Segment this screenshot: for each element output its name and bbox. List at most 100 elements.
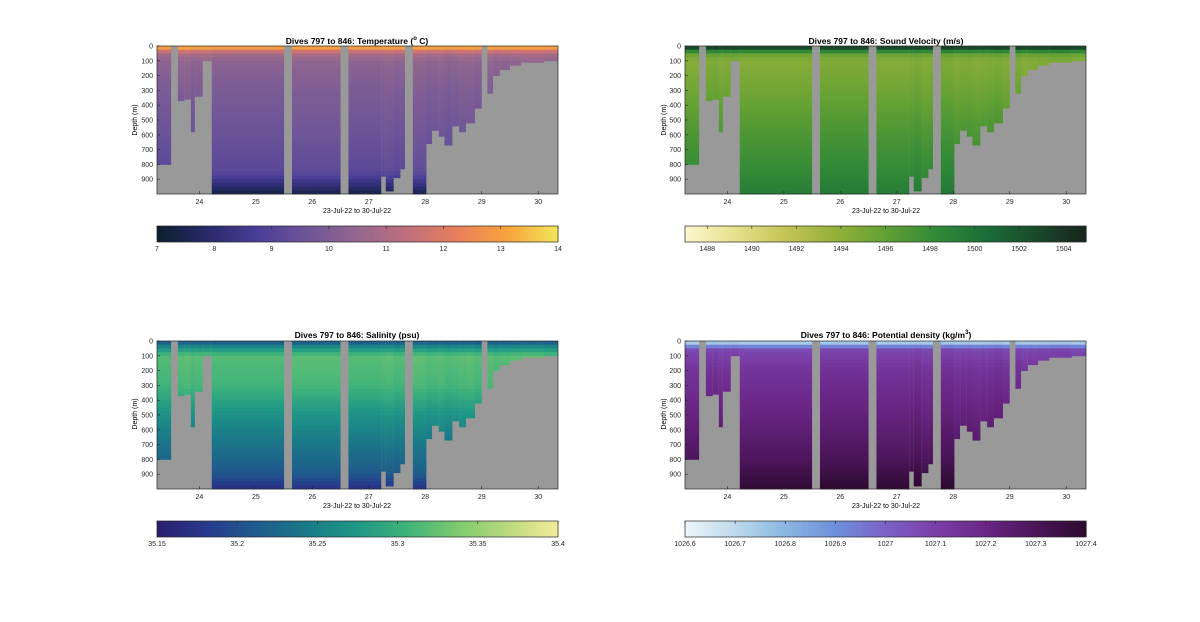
potential-density-heatmap-cell [987, 381, 994, 386]
potential-density-heatmap-cell [928, 370, 933, 375]
temperature-heatmap-cell [393, 75, 401, 80]
potential-density-heatmap-cell [1002, 366, 1010, 371]
temperature-heatmap-cell [157, 79, 172, 84]
salinity-heatmap-cell [381, 341, 386, 346]
sound-velocity-colorbar-segment [718, 226, 723, 242]
potential-density-ytick-label: 200 [669, 368, 681, 375]
salinity-colorbar-segment [431, 521, 435, 537]
salinity-colorbar-segment [464, 521, 469, 537]
salinity-heatmap-cell [184, 385, 191, 390]
salinity-heatmap-cell [194, 378, 203, 383]
sound-velocity-heatmap-cell [960, 97, 967, 102]
temperature-heatmap-cell [348, 149, 382, 154]
potential-density-heatmap-cell [913, 429, 922, 434]
temperature-heatmap-cell [291, 145, 341, 150]
temperature-heatmap-column [452, 46, 460, 127]
temperature-heatmap-cell [474, 79, 482, 84]
potential-density-heatmap-cell [987, 418, 994, 423]
potential-density-heatmap-cell [685, 355, 700, 360]
sound-velocity-heatmap-cell [921, 116, 929, 121]
potential-density-heatmap-column [1049, 341, 1072, 358]
salinity-colorbar-segment [477, 521, 482, 537]
salinity-heatmap-column [412, 341, 427, 490]
salinity-heatmap-cell [211, 440, 285, 445]
salinity-heatmap-cell [400, 366, 405, 371]
temperature-heatmap-cell [426, 101, 433, 106]
sound-velocity-heatmap-column [730, 46, 740, 62]
potential-density-heatmap-cell [739, 466, 813, 471]
potential-density-heatmap-cell [993, 344, 1003, 349]
temperature-heatmap-cell [452, 94, 460, 99]
temperature-heatmap-cell [432, 60, 439, 65]
sound-velocity-heatmap-cell [1002, 46, 1010, 51]
temperature-ytick-label: 400 [141, 103, 153, 110]
salinity-heatmap-cell [444, 385, 453, 390]
temperature-heatmap-cell [444, 53, 453, 58]
sound-velocity-heatmap-cell [876, 131, 910, 136]
sound-velocity-colorbar-segment [905, 226, 910, 242]
potential-density-heatmap-cell [987, 348, 994, 353]
salinity-heatmap-cell [432, 370, 439, 375]
potential-density-colorbar-tick-label: 1026.6 [674, 541, 696, 548]
sound-velocity-heatmap-cell [913, 134, 922, 139]
temperature-heatmap-cell [385, 83, 394, 88]
salinity-heatmap-cell [348, 355, 382, 360]
temperature-heatmap-cell [393, 160, 401, 165]
temperature-heatmap-cell [381, 157, 386, 162]
sound-velocity-heatmap-cell [705, 86, 713, 91]
salinity-heatmap-cell [400, 411, 405, 416]
salinity-heatmap-cell [184, 352, 191, 357]
salinity-colorbar-tick-label: 35.4 [551, 541, 565, 548]
temperature-heatmap-cell [444, 108, 453, 113]
potential-density-heatmap-cell [940, 429, 955, 434]
temperature-ytick-label: 200 [141, 73, 153, 80]
salinity-heatmap-cell [348, 374, 382, 379]
temperature-heatmap-cell [487, 53, 494, 58]
sound-velocity-heatmap-cell [913, 186, 922, 191]
temperature-heatmap-column [211, 46, 285, 195]
salinity-heatmap-cell [438, 392, 445, 397]
potential-density-xtick-label: 24 [723, 494, 731, 501]
sound-velocity-heatmap-cell [966, 57, 973, 62]
temperature-heatmap-cell [385, 49, 394, 54]
salinity-heatmap-cell [177, 355, 185, 360]
potential-density-heatmap-cell [928, 396, 933, 401]
potential-density-heatmap-cell [972, 415, 981, 420]
potential-density-heatmap-cell [921, 444, 929, 449]
sound-velocity-heatmap-cell [921, 68, 929, 73]
salinity-heatmap-cell [194, 363, 203, 368]
temperature-ytick-label: 700 [141, 147, 153, 154]
potential-density-heatmap-cell [819, 355, 869, 360]
potential-density-heatmap-cell [960, 374, 967, 379]
potential-density-heatmap-cell [1015, 359, 1022, 364]
potential-density-heatmap-cell [940, 374, 955, 379]
sound-velocity-heatmap-cell [876, 46, 910, 51]
salinity-heatmap-cell [348, 418, 382, 423]
potential-density-heatmap-cell [960, 389, 967, 394]
temperature-heatmap-cell [291, 94, 341, 99]
salinity-heatmap-cell [194, 359, 203, 364]
salinity-colorbar-segment [213, 521, 218, 537]
temperature-heatmap-cell [184, 46, 191, 51]
salinity-heatmap-cell [177, 363, 185, 368]
potential-density-colorbar-segment [1065, 521, 1070, 537]
salinity-heatmap-cell [211, 378, 285, 383]
temperature-heatmap-cell [393, 49, 401, 54]
sound-velocity-heatmap-cell [913, 175, 922, 180]
potential-density-heatmap-cell [993, 407, 1003, 412]
salinity-heatmap-cell [412, 396, 427, 401]
temperature-heatmap-cell [385, 182, 394, 187]
temperature-heatmap-cell [348, 127, 382, 132]
temperature-heatmap-cell [459, 116, 466, 121]
potential-density-heatmap-cell [966, 429, 973, 432]
temperature-heatmap-cell [157, 97, 172, 102]
potential-density-heatmap-cell [960, 366, 967, 371]
temperature-heatmap-cell [412, 149, 427, 154]
potential-density-heatmap-cell [913, 481, 922, 486]
temperature-heatmap-cell [426, 123, 433, 128]
salinity-heatmap-cell [412, 389, 427, 394]
potential-density-heatmap-cell [685, 422, 700, 427]
salinity-heatmap-cell [452, 378, 460, 383]
salinity-heatmap-cell [474, 381, 482, 386]
temperature-heatmap-cell [487, 64, 494, 69]
